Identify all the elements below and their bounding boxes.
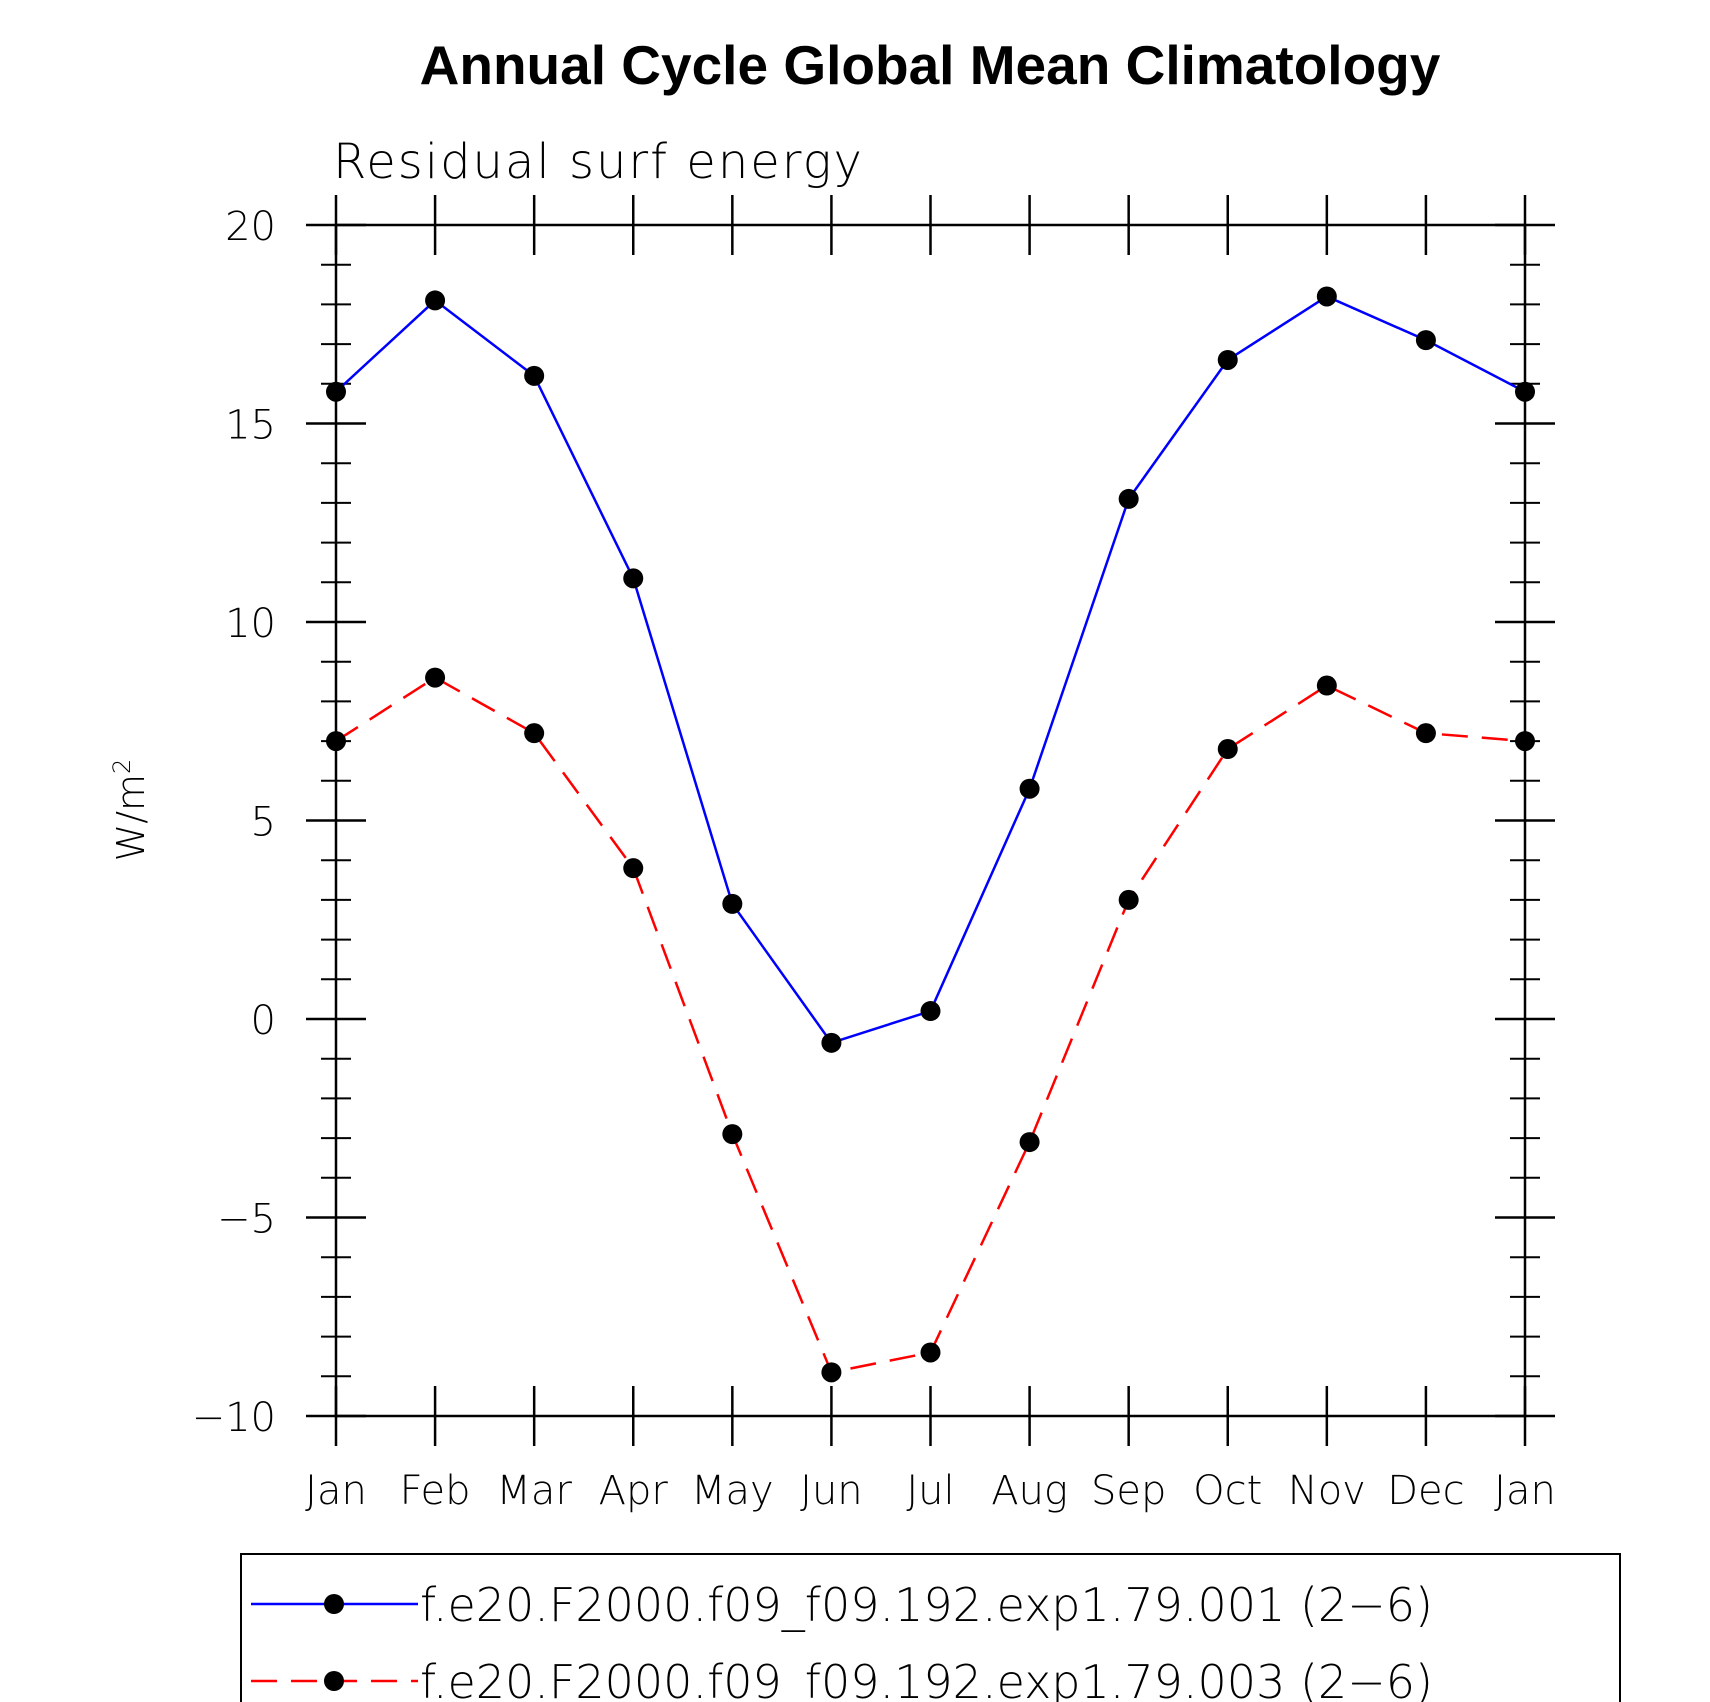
x-tick-label: Jan [1494,1468,1556,1514]
series-1-point [1515,381,1535,402]
series-1-point [425,290,446,311]
y-axis-label-text: W/m [109,774,153,861]
series-1-point [1019,778,1040,799]
series-layer [326,286,1535,1383]
series-2-point [623,858,644,879]
series-1-point [1118,488,1139,509]
legend-marker-1 [324,1594,344,1614]
series-1-point [623,568,644,589]
x-tick-label: Aug [991,1468,1068,1514]
series-2-point [1415,723,1436,744]
legend-marker-2 [324,1671,344,1691]
chart-title: Annual Cycle Global Mean Climatology [420,34,1441,96]
x-tick-label: Jun [800,1468,863,1514]
series-2-point [821,1362,842,1383]
series-1-point [1217,349,1238,370]
y-tick-label: 15 [225,403,276,449]
series-2-point [920,1342,941,1363]
legend-label-1: f.e20.F2000.f09_f09.192.exp1.79.001 (2−6… [420,1578,1433,1632]
plot-frame [334,223,1527,1418]
y-tick-label: 20 [225,204,276,250]
x-tick-label: Jul [906,1468,954,1514]
series-2 [326,667,1535,1383]
x-tick-label: Nov [1288,1468,1366,1514]
series-1-point [326,381,346,402]
legend: f.e20.F2000.f09_f09.192.exp1.79.001 (2−6… [251,1578,1433,1702]
series-1-point [524,365,545,386]
series-2-point [1316,675,1337,696]
series-2-point [722,1124,743,1145]
y-axis-label: W/m2 [108,759,153,862]
series-2-point [425,667,446,688]
series-1-line [335,295,1526,1045]
x-tick-label: Jan [305,1468,367,1514]
series-1-point [1316,286,1337,307]
chart-subtitle: Residual surf energy [333,134,864,190]
x-tick-label: Oct [1193,1468,1262,1514]
series-2-point [1217,739,1238,760]
x-tick-label: Apr [599,1468,669,1514]
y-tick-label: 0 [251,998,276,1044]
x-tick-label: Sep [1091,1468,1166,1514]
x-tick-label: Mar [496,1468,572,1514]
legend-box [240,1553,1621,1702]
series-2-point [326,731,346,752]
axes: −10 −5 0 5 10 15 20 Jan Feb Mar Apr May Jun Jul Aug Sep… [192,195,1556,1514]
series-1-point [821,1032,842,1053]
x-tick-label: Dec [1387,1468,1464,1514]
y-tick-label: −10 [192,1395,276,1441]
series-1-point [722,893,743,914]
y-axis-label-superscript: 2 [108,759,136,774]
series-1 [326,286,1535,1053]
y-tick-label: 10 [225,601,276,647]
series-1-point [920,1001,941,1022]
series-2-point [1515,731,1535,752]
x-tick-label: Feb [400,1468,471,1514]
series-2-point [524,723,545,744]
series-2-point [1118,889,1139,910]
series-1-point [1415,330,1436,351]
y-tick-label: 5 [251,800,276,846]
y-tick-label: −5 [217,1197,276,1243]
legend-label-2: f.e20.F2000.f09_f09.192.exp1.79.003 (2−6… [420,1655,1433,1702]
series-2-line [335,676,1526,1374]
series-2-point [1019,1132,1040,1153]
x-tick-label: May [691,1468,774,1514]
